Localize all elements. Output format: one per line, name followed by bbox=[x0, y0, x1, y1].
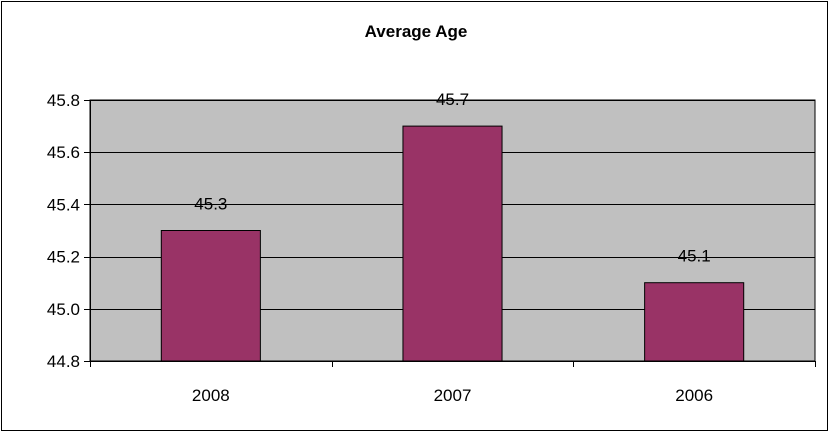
data-label-2007: 45.7 bbox=[436, 90, 469, 109]
bar-2007 bbox=[403, 126, 502, 361]
x-tick-label-2006: 2006 bbox=[675, 386, 713, 405]
y-tick-label-45.6: 45.6 bbox=[47, 143, 80, 162]
data-label-2008: 45.3 bbox=[194, 195, 227, 214]
y-tick-label-45.2: 45.2 bbox=[47, 248, 80, 267]
y-tick-labels: 44.8 45.0 45.2 45.4 45.6 45.8 bbox=[47, 91, 80, 371]
y-tick-label-44.8: 44.8 bbox=[47, 352, 80, 371]
bar-2006 bbox=[645, 283, 744, 361]
bar-2008 bbox=[161, 231, 260, 362]
y-tick-label-45.4: 45.4 bbox=[47, 195, 80, 214]
chart-title: Average Age bbox=[365, 22, 468, 41]
x-tick-label-2007: 2007 bbox=[434, 386, 472, 405]
y-tick-label-45.8: 45.8 bbox=[47, 91, 80, 110]
x-tick-label-2008: 2008 bbox=[192, 386, 230, 405]
x-tick-labels: 2008 2007 2006 bbox=[192, 386, 713, 405]
data-label-2006: 45.1 bbox=[678, 247, 711, 266]
y-tick-label-45.0: 45.0 bbox=[47, 300, 80, 319]
